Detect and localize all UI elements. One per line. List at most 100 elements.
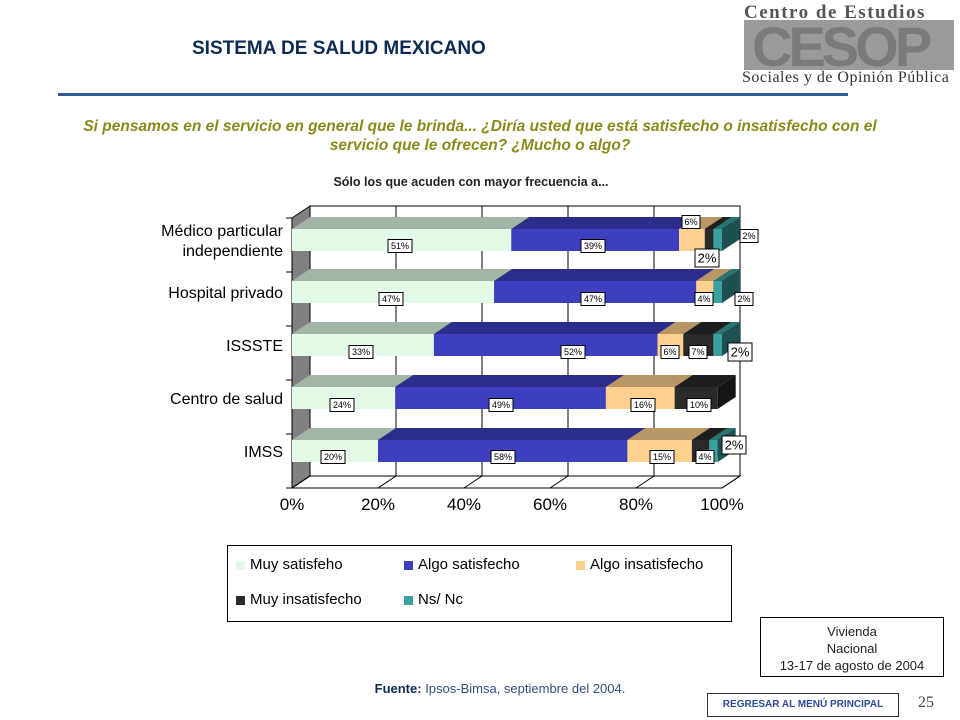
legend-label-0: Muy satisfeho <box>250 556 343 573</box>
legend-swatch-1 <box>404 561 413 570</box>
logo-line-1: Centro de Estudios <box>744 2 926 23</box>
bar-top <box>713 322 740 334</box>
chart-subtitle: Sólo los que acuden con mayor frecuencia… <box>0 175 960 189</box>
data-label-box <box>649 450 675 464</box>
legend-label-1: Algo satisfecho <box>418 556 520 573</box>
bar-top <box>691 428 728 440</box>
bar-end <box>717 375 736 409</box>
chart-floor <box>290 475 742 489</box>
data-label: 2% <box>742 231 755 241</box>
data-label: 15% <box>653 452 671 462</box>
data-label-box <box>630 398 656 412</box>
bar-segment <box>433 334 658 356</box>
data-label: 47% <box>584 294 602 304</box>
bar-end <box>722 217 740 251</box>
data-label-box <box>695 450 715 464</box>
x-tick-label: 80% <box>619 495 653 514</box>
bar-segment <box>704 229 714 251</box>
legend-label-3: Muy insatisfecho <box>250 591 362 608</box>
bar-segment <box>713 281 722 303</box>
category-label: Hospital privado <box>168 285 283 302</box>
note-line-3: 13-17 de agosto de 2004 <box>779 658 925 673</box>
legend-swatch-0 <box>236 561 245 570</box>
logo-line-2: Sociales y de Opinión Pública <box>742 69 950 86</box>
data-label-box <box>727 342 753 362</box>
sample-note: Vivienda Nacional 13-17 de agosto de 200… <box>760 617 944 677</box>
data-label-box <box>688 345 708 359</box>
legend-label-2: Algo insatisfecho <box>590 556 704 573</box>
bar-top <box>292 375 414 387</box>
data-label-box <box>490 450 516 464</box>
x-tick-label: 40% <box>447 495 481 514</box>
data-label: 58% <box>494 452 512 462</box>
data-label-box <box>580 292 606 306</box>
bar-top <box>696 269 732 281</box>
bar-top <box>292 269 513 281</box>
bar-end <box>722 269 740 303</box>
bar-top <box>657 322 702 334</box>
bar-top <box>292 428 396 440</box>
title-divider <box>58 93 848 96</box>
category-label: independiente <box>182 243 283 260</box>
bar-top <box>683 322 732 334</box>
bar-top <box>709 428 736 440</box>
x-tick-label: 0% <box>280 495 305 514</box>
bar-top <box>627 428 710 440</box>
bar-top <box>713 217 740 229</box>
data-label: 2% <box>737 294 750 304</box>
data-label-box <box>694 292 714 306</box>
bar-top <box>395 375 624 387</box>
data-label-box <box>378 292 404 306</box>
cesop-logo: Centro de Estudios CESOP Sociales y de O… <box>738 0 960 96</box>
data-label-box <box>734 292 754 306</box>
category-label: Médico particular <box>161 223 284 240</box>
data-label-box <box>739 229 759 243</box>
data-label: 7% <box>691 347 704 357</box>
gridline-floor <box>291 475 311 489</box>
data-label: 24% <box>333 400 351 410</box>
legend-label-4: Ns/ Nc <box>418 591 463 608</box>
data-label: 6% <box>663 347 676 357</box>
back-to-menu-button[interactable]: REGRESAR AL MENÚ PRINCIPAL <box>707 693 899 717</box>
data-label: 2% <box>731 345 750 360</box>
bar-top <box>378 428 646 440</box>
data-label-box <box>329 398 355 412</box>
bar-top <box>605 375 693 387</box>
data-label: 6% <box>684 217 697 227</box>
data-label-box <box>721 435 747 455</box>
data-label-box <box>560 345 586 359</box>
data-label-box <box>686 398 712 412</box>
data-label: 52% <box>564 347 582 357</box>
data-label-box <box>681 215 701 229</box>
source-label: Fuente: <box>374 681 422 696</box>
logo-mark: CESOP <box>752 15 932 78</box>
chart-legend: Muy satisfeho Algo satisfecho Algo insat… <box>227 545 732 622</box>
category-label: Centro de salud <box>170 391 283 408</box>
logo-mark-band: CESOP <box>744 15 954 78</box>
data-label-box <box>387 239 413 253</box>
data-label: 20% <box>324 452 342 462</box>
chart-subtitle-text: Sólo los que acuden con mayor frecuencia… <box>333 175 609 189</box>
source-text: Ipsos-Bimsa, septiembre del 2004. <box>421 681 626 696</box>
bar-top <box>511 217 697 229</box>
bar-top <box>713 269 740 281</box>
bar-top <box>292 217 530 229</box>
category-label: ISSSTE <box>226 338 283 355</box>
data-label-box <box>580 239 606 253</box>
category-label: IMSS <box>244 444 283 461</box>
data-label: 49% <box>492 400 510 410</box>
data-label: 16% <box>634 400 652 410</box>
gridline-floor <box>549 475 569 489</box>
data-label-box <box>694 248 720 268</box>
bar-segment <box>713 229 722 251</box>
gridline-floor <box>463 475 483 489</box>
page-title: SISTEMA DE SALUD MEXICANO <box>192 38 486 59</box>
data-label: 2% <box>698 251 717 266</box>
data-label-box <box>348 345 374 359</box>
stacked-bar-chart: 0% 20% 40% 60% 80% 100% Médico particular indep… <box>161 205 759 514</box>
data-label: 47% <box>382 294 400 304</box>
bar-top <box>704 217 732 229</box>
source-line: Fuente: Ipsos-Bimsa, septiembre del 2004… <box>0 681 960 696</box>
x-tick-label: 60% <box>533 495 567 514</box>
note-line-2: Nacional <box>826 641 878 656</box>
